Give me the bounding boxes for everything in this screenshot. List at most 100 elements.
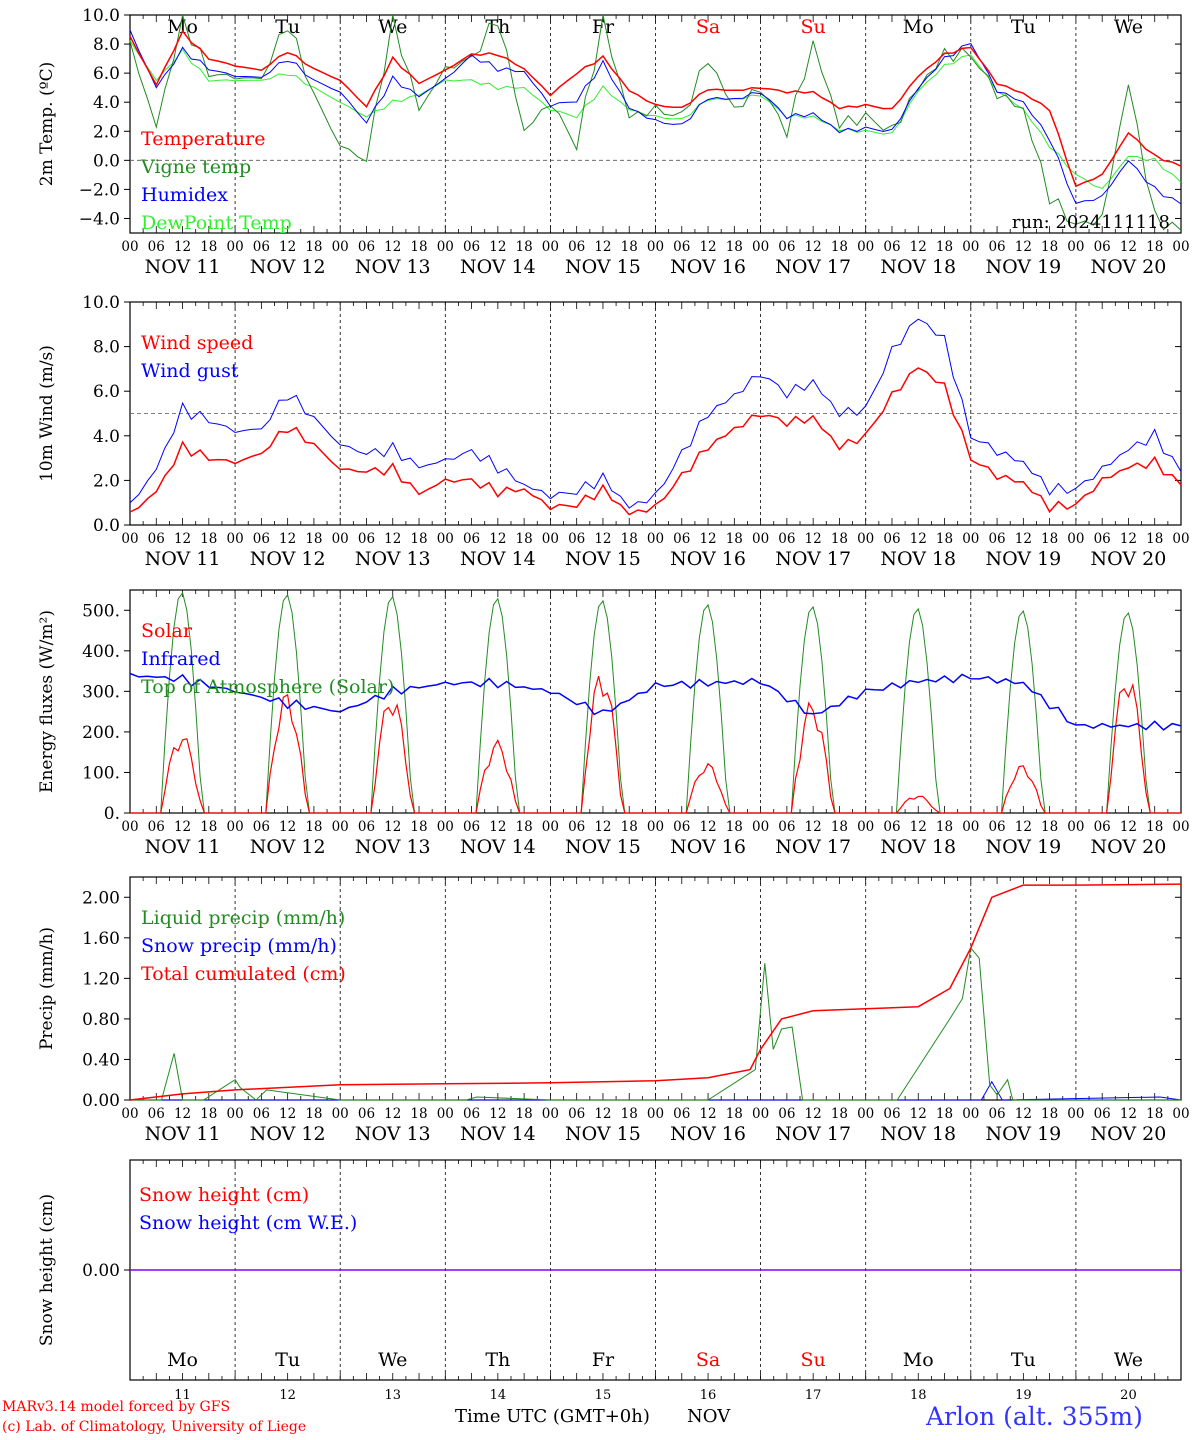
y-tick-label: 10.0 — [82, 6, 120, 26]
hour-label: 00 — [1067, 239, 1084, 255]
date-label: NOV 19 — [985, 548, 1061, 570]
legend-entry: Total cumulated (cm) — [141, 963, 346, 985]
legend-entry: Snow precip (mm/h) — [141, 935, 337, 957]
hour-label: 18 — [831, 531, 848, 547]
day-number-label: 15 — [595, 1388, 612, 1403]
date-label: NOV 19 — [985, 1123, 1061, 1145]
hour-label: 00 — [227, 819, 244, 835]
hour-label: 00 — [962, 819, 979, 835]
legend-entry: Temperature — [141, 128, 265, 150]
precip-panel: 2.00 1.60 1.20 0.80 0.40 0.00 Precip (mm/h) Liq… — [37, 876, 1190, 1145]
hour-label: 12 — [594, 239, 611, 255]
hour-label: 12 — [805, 1106, 822, 1122]
y-tick-label: 500. — [82, 601, 120, 621]
hour-label: 06 — [883, 819, 900, 835]
hour-label: 00 — [1172, 531, 1189, 547]
day-number-label: 17 — [805, 1388, 822, 1403]
date-label: NOV 11 — [145, 836, 221, 858]
weekday-label: Mo — [903, 1349, 934, 1371]
hour-label: 00 — [332, 531, 349, 547]
hour-label: 12 — [594, 531, 611, 547]
date-label: NOV 18 — [880, 256, 956, 278]
hour-label: 06 — [463, 531, 480, 547]
hour-label: 18 — [621, 1106, 638, 1122]
weekday-label: Sa — [696, 1349, 720, 1371]
y-tick-label: 4.0 — [93, 93, 120, 113]
hour-label: 00 — [962, 531, 979, 547]
hour-label: 00 — [1067, 1106, 1084, 1122]
day-number-label: 12 — [279, 1388, 296, 1403]
hour-label: 12 — [1120, 531, 1137, 547]
hour-label: 12 — [699, 239, 716, 255]
hour-label: 06 — [778, 531, 795, 547]
hour-label: 00 — [647, 1106, 664, 1122]
hour-label: 00 — [227, 531, 244, 547]
hour-label: 00 — [1172, 1106, 1189, 1122]
hour-label: 12 — [489, 819, 506, 835]
hour-label: 00 — [437, 239, 454, 255]
hour-label: 18 — [305, 1106, 322, 1122]
hour-label: 06 — [778, 819, 795, 835]
hour-label: 12 — [174, 531, 191, 547]
weekday-label: Mo — [903, 16, 934, 38]
hour-label: 06 — [673, 1106, 690, 1122]
hour-label: 12 — [805, 239, 822, 255]
hour-label: 00 — [121, 819, 138, 835]
hour-label: 00 — [332, 239, 349, 255]
legend-entry: Wind speed — [141, 332, 253, 354]
hour-label: 06 — [988, 239, 1005, 255]
hour-label: 18 — [1146, 239, 1163, 255]
y-tick-label: 2.0 — [93, 471, 120, 491]
series-infrared — [129, 672, 1182, 731]
legend-entry: Liquid precip (mm/h) — [141, 907, 345, 929]
series-total-cumulated-cm- — [129, 883, 1182, 1101]
time-axis-title: Time UTC (GMT+0h) — [455, 1406, 650, 1427]
hour-label: 06 — [883, 1106, 900, 1122]
hour-label: 18 — [831, 239, 848, 255]
hour-label: 00 — [752, 1106, 769, 1122]
hour-label: 12 — [279, 239, 296, 255]
hour-label: 12 — [910, 819, 927, 835]
hour-label: 00 — [962, 239, 979, 255]
hour-label: 18 — [726, 1106, 743, 1122]
hour-label: 12 — [174, 819, 191, 835]
y-tick-label: −2.0 — [79, 180, 120, 200]
hour-label: 06 — [568, 239, 585, 255]
hour-label: 18 — [200, 239, 217, 255]
hour-label: 12 — [384, 531, 401, 547]
legend-entry: Vigne temp — [140, 156, 251, 178]
y-tick-label: 0. — [104, 804, 120, 824]
day-number-label: 20 — [1120, 1388, 1137, 1403]
hour-label: 06 — [463, 819, 480, 835]
hour-label: 18 — [1041, 239, 1058, 255]
hour-label: 12 — [489, 531, 506, 547]
hour-label: 06 — [1094, 531, 1111, 547]
hour-label: 00 — [962, 1106, 979, 1122]
hour-label: 00 — [647, 819, 664, 835]
weekday-label: Su — [801, 16, 826, 38]
date-label: NOV 14 — [460, 1123, 536, 1145]
weekday-label: Tu — [1011, 1349, 1036, 1371]
hour-label: 18 — [1146, 1106, 1163, 1122]
hour-label: 00 — [647, 531, 664, 547]
hour-label: 12 — [805, 819, 822, 835]
hour-label: 12 — [1015, 531, 1032, 547]
hour-label: 18 — [726, 531, 743, 547]
hour-label: 18 — [200, 531, 217, 547]
hour-label: 18 — [936, 239, 953, 255]
day-number-label: 11 — [174, 1388, 191, 1403]
hour-label: 06 — [148, 239, 165, 255]
weekday-label: We — [378, 16, 407, 38]
hour-label: 18 — [936, 531, 953, 547]
temperature-panel: 10.0 8.0 6.0 4.0 2.0 0.0 −2.0 −4.0 2m Temp. (ºC)… — [37, 6, 1190, 278]
hour-label: 00 — [857, 819, 874, 835]
date-label: NOV 12 — [250, 836, 326, 858]
date-label: NOV 17 — [775, 548, 851, 570]
hour-label: 06 — [463, 239, 480, 255]
hour-label: 06 — [148, 819, 165, 835]
hour-label: 00 — [542, 819, 559, 835]
hour-label: 12 — [805, 531, 822, 547]
legend-entry: Infrared — [141, 648, 221, 670]
hour-label: 06 — [358, 531, 375, 547]
weekday-label: We — [1114, 16, 1143, 38]
